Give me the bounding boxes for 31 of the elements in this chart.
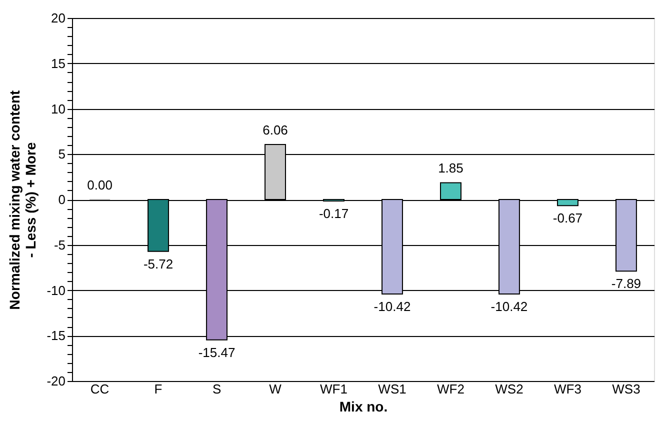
x-tick-label: WS1 (378, 382, 406, 396)
x-tick-label: WS3 (612, 382, 640, 396)
data-label: -0.67 (552, 210, 583, 226)
x-tick-label: S (212, 382, 222, 396)
x-tick-label: WF1 (320, 382, 348, 396)
x-tick-label: F (154, 382, 162, 396)
y-tick-label: 20 (51, 10, 66, 26)
data-label: 6.06 (262, 122, 288, 138)
data-label: 0.00 (87, 178, 112, 192)
y-tick-label: 0 (58, 192, 66, 207)
y-tick-label: -20 (46, 374, 66, 388)
y-axis-title: Normalized mixing water content - Less (%) + More (6, 90, 39, 310)
data-label: -7.89 (611, 276, 642, 292)
y-tick-label: -5 (54, 237, 66, 252)
data-label: -10.42 (374, 299, 411, 314)
data-label: -15.47 (198, 344, 236, 360)
y-tick-label: -10 (46, 282, 66, 298)
x-tick-label: WF2 (437, 382, 464, 396)
x-axis-title: Mix no. (339, 398, 388, 414)
x-tick-label: CC (90, 382, 110, 396)
x-tick-label: WF3 (554, 382, 582, 396)
y-tick-label: -15 (46, 328, 66, 344)
data-label: -0.17 (318, 206, 349, 222)
data-label: 1.85 (438, 160, 464, 176)
x-tick-label: W (269, 382, 282, 396)
y-tick-label: 15 (51, 56, 66, 71)
x-tick-label: WS2 (495, 382, 524, 396)
data-label: -10.42 (490, 299, 528, 314)
y-tick-label: 5 (58, 146, 66, 162)
y-tick-label: 10 (51, 101, 66, 116)
data-label: -5.72 (143, 256, 174, 272)
